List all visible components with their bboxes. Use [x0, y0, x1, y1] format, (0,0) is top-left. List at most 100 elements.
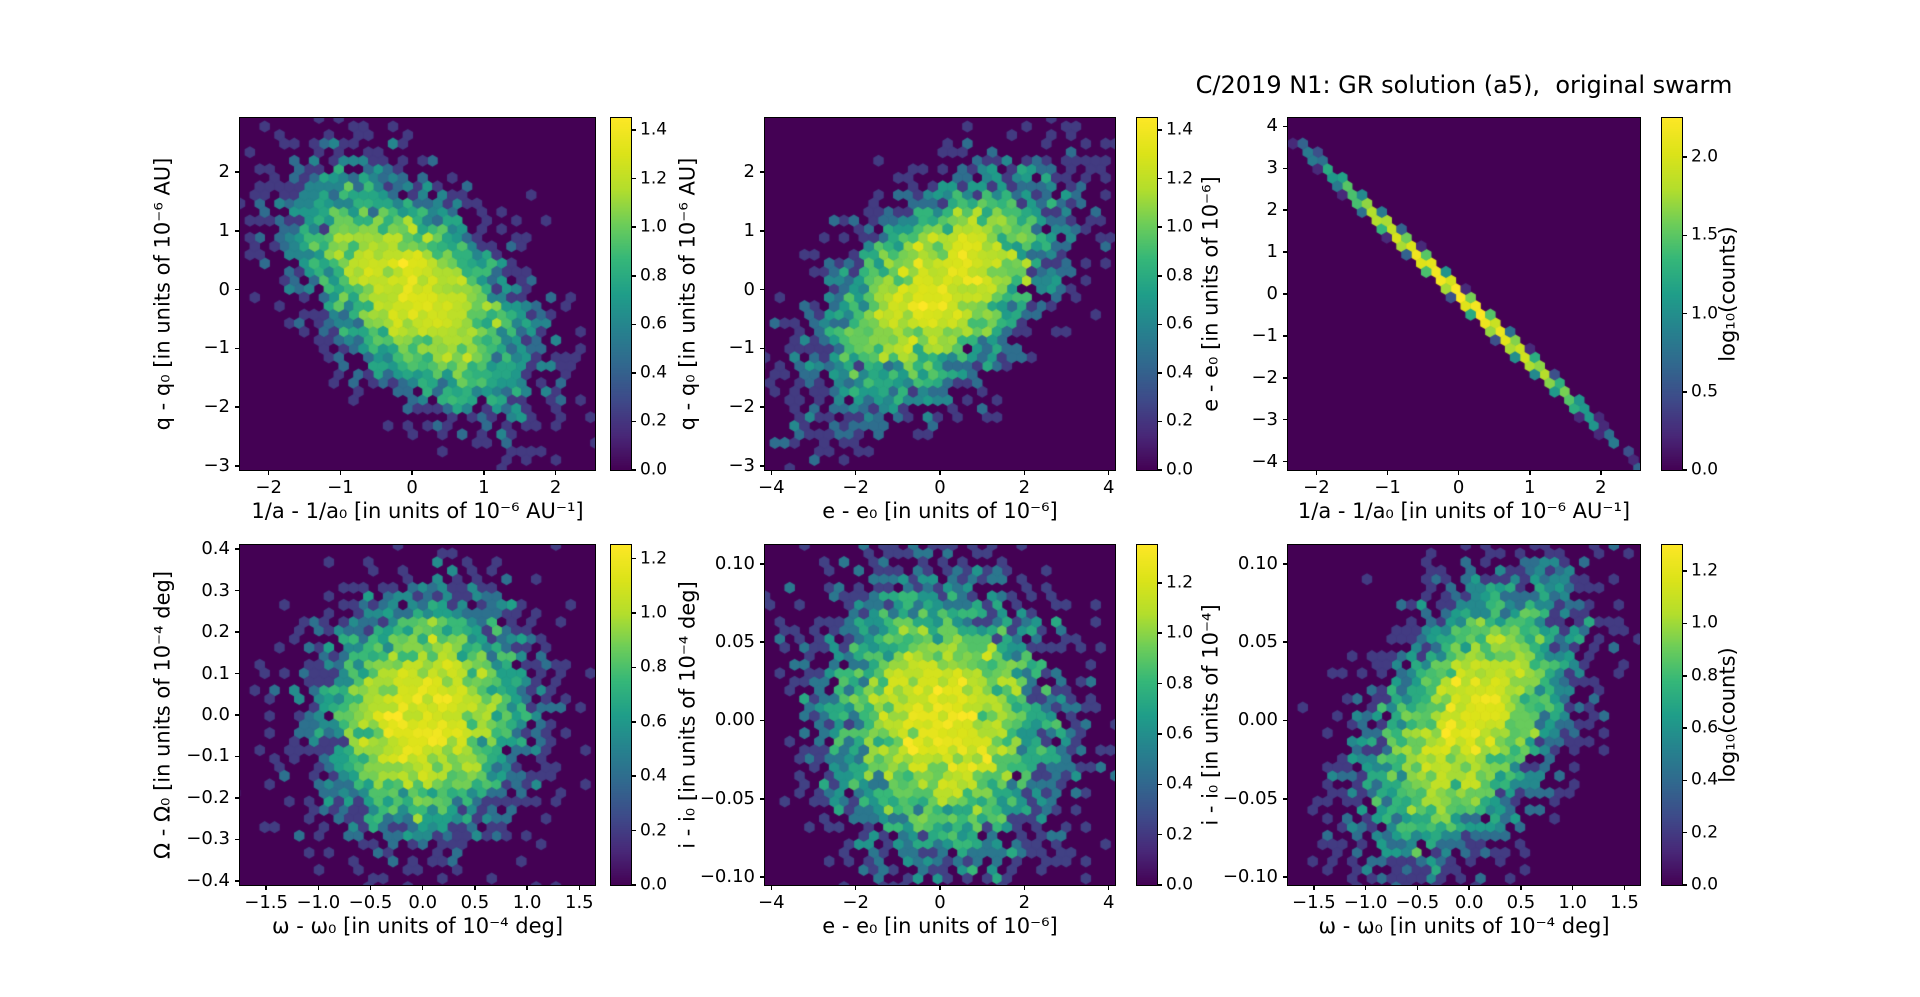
colorbar-tick-label: 1.0 — [640, 216, 668, 237]
y-tick-label: −0.1 — [186, 745, 230, 767]
x-tick-label: −2 — [842, 477, 869, 498]
x-tickmark — [421, 885, 424, 890]
x-tickmark — [1023, 885, 1026, 890]
colorbar-tickmark — [631, 884, 636, 886]
x-tick-label: 0 — [406, 477, 418, 498]
colorbar-tickmark — [1157, 469, 1162, 471]
y-tickmark — [1283, 377, 1288, 379]
y-tickmark — [760, 347, 765, 350]
y-tick-label: −0.05 — [699, 787, 755, 809]
x-tickmark — [1023, 470, 1026, 475]
y-tickmark — [760, 798, 765, 800]
colorbar-gradient-top-left — [611, 118, 631, 470]
y-tick-label: 3 — [1266, 157, 1278, 179]
colorbar-tickmark — [631, 612, 636, 614]
y-tickmark — [235, 288, 240, 291]
x-tick-label: 0 — [934, 892, 946, 913]
y-tickmark — [1283, 293, 1288, 295]
colorbar-label-top-right: log₁₀(counts) — [1715, 226, 1740, 362]
y-tick-label: −0.4 — [186, 869, 230, 891]
y-tickmark — [760, 563, 765, 565]
y-tickmark — [235, 589, 240, 592]
colorbar-tickmark — [631, 275, 636, 277]
colorbar-tick-label: 1.2 — [1166, 168, 1194, 189]
x-tick-label: −2 — [255, 477, 282, 498]
colorbar-tick-label: 0.6 — [1166, 723, 1194, 744]
colorbar-tickmark — [1682, 675, 1687, 677]
x-tick-label: 1.5 — [1610, 892, 1639, 913]
colorbar-gradient-top-right — [1662, 118, 1682, 470]
colorbar-tick-label: 0.8 — [1166, 265, 1194, 286]
y-tickmark — [235, 406, 240, 408]
y-tickmark — [760, 171, 765, 173]
x-tick-label: −2 — [842, 892, 869, 913]
y-tick-label: −1 — [728, 337, 755, 359]
hexbin-canvas-top-left — [240, 118, 595, 470]
y-tick-label: 0.00 — [1237, 709, 1278, 731]
colorbar-tickmark — [1157, 129, 1162, 131]
x-tickmark — [1313, 885, 1315, 890]
colorbar-tick-label: 0.2 — [1691, 822, 1719, 843]
x-tick-label: 2 — [549, 477, 562, 498]
colorbar-tick-label: 0.2 — [1166, 410, 1194, 431]
colorbar-tickmark — [1682, 831, 1687, 834]
colorbar-tick-label: 0.4 — [1691, 769, 1719, 790]
y-tickmark — [235, 631, 240, 633]
plot-area-bottom-right — [1287, 544, 1641, 886]
colorbar-tick-label: 1.0 — [1166, 216, 1194, 237]
y-tick-label: 1 — [218, 219, 230, 241]
colorbar-tick-label: 1.0 — [1691, 303, 1719, 324]
x-tick-label: 4 — [1102, 892, 1115, 913]
x-tickmark — [939, 885, 941, 890]
x-tickmark — [265, 885, 267, 890]
colorbar-tickmark — [631, 775, 636, 777]
x-tickmark — [1386, 470, 1389, 475]
y-tickmark — [235, 230, 240, 232]
y-tickmark — [760, 230, 765, 232]
y-tick-label: 2 — [743, 161, 755, 183]
y-tick-label: 0.2 — [201, 621, 230, 643]
colorbar-tickmark — [631, 177, 636, 180]
y-tick-label: 0 — [1266, 283, 1278, 304]
y-tick-label: 0 — [218, 278, 230, 300]
colorbar-tickmark — [1157, 226, 1162, 228]
colorbar-tickmark — [1157, 323, 1162, 326]
y-tickmark — [235, 880, 240, 882]
x-tick-label: −1.5 — [244, 892, 288, 913]
x-tick-label: −1.5 — [1292, 892, 1336, 913]
x-axis-label-top-right: 1/a - 1/a₀ [in units of 10⁻⁶ AU⁻¹] — [1297, 499, 1631, 523]
colorbar-tickmark — [631, 129, 636, 131]
colorbar-top-left — [610, 117, 632, 471]
y-axis-label-bottom-right: i - i₀ [in units of 10⁻⁴] — [1198, 604, 1223, 826]
colorbar-tickmark — [1157, 632, 1162, 634]
y-tick-label: −3 — [728, 454, 755, 476]
colorbar-tick-label: 0.4 — [1166, 362, 1194, 383]
colorbar-top-right — [1661, 117, 1683, 471]
x-tickmark — [554, 470, 557, 475]
colorbar-tickmark — [1682, 312, 1687, 315]
colorbar-tickmark — [631, 666, 636, 669]
y-tickmark — [1283, 460, 1288, 463]
x-tickmark — [369, 885, 372, 890]
y-tick-label: −0.10 — [699, 866, 755, 888]
colorbar-tick-label: 1.4 — [640, 119, 668, 140]
y-tick-label: −2 — [203, 396, 230, 418]
x-tick-label: −2 — [1303, 477, 1330, 498]
colorbar-tick-label: 0.0 — [1166, 459, 1194, 480]
y-tickmark — [235, 171, 240, 173]
y-tick-label: 2 — [218, 161, 230, 183]
y-tick-label: 0.00 — [714, 709, 755, 731]
colorbar-gradient-bottom-right — [1662, 545, 1682, 885]
y-tickmark — [1283, 167, 1288, 170]
y-axis-label-top-middle: q - q₀ [in units of 10⁻⁶ AU] — [675, 157, 700, 431]
x-tick-label: 0 — [1452, 477, 1465, 498]
y-tickmark — [1283, 125, 1288, 128]
colorbar-tick-label: 0.6 — [1691, 717, 1719, 738]
colorbar-tick-label: 0.2 — [640, 410, 668, 431]
colorbar-tick-label: 1.2 — [1691, 560, 1719, 581]
y-tickmark — [235, 838, 240, 841]
colorbar-tick-label: 1.0 — [1166, 622, 1194, 643]
y-tick-label: −4 — [1251, 450, 1278, 472]
colorbar-bottom-middle — [1136, 544, 1158, 886]
